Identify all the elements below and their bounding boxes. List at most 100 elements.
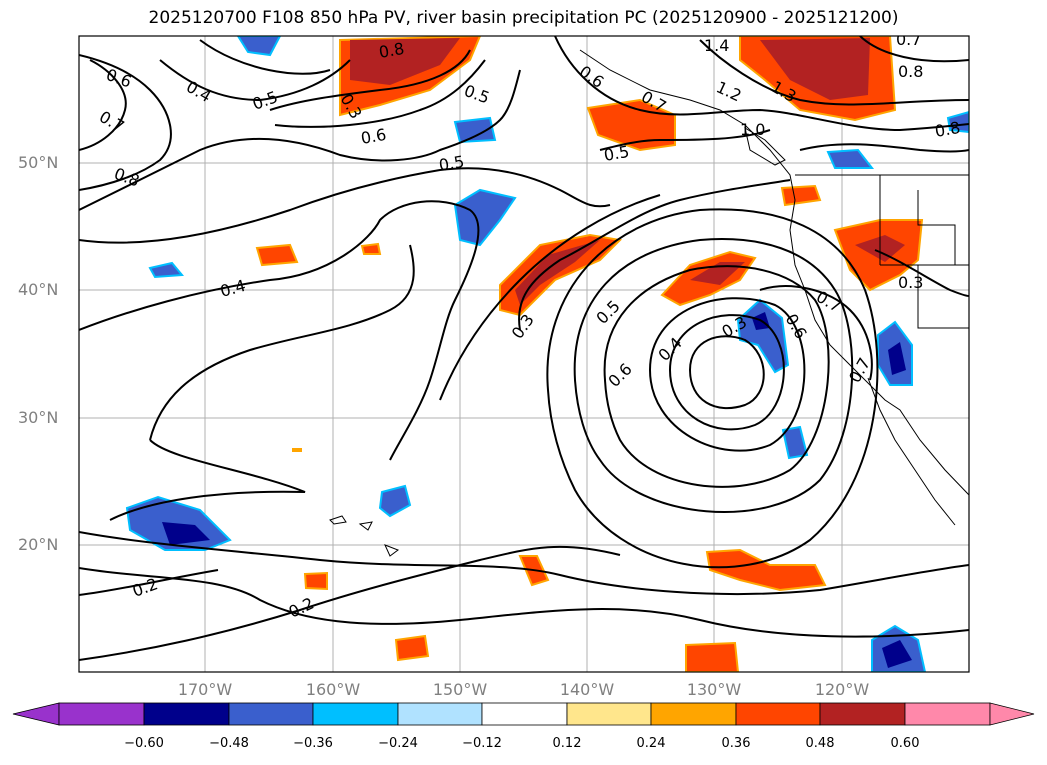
colorbar-tick: −0.12: [462, 736, 502, 751]
pv-contour-trough-1: [603, 265, 830, 488]
precip-blob-gulf-alaska-core: [760, 38, 870, 100]
pv-contour-mid-ridge-2: [149, 244, 415, 441]
pv-contour-east-2: [874, 249, 969, 297]
coastlines: [329, 49, 969, 557]
pv-contour-east-1: [759, 285, 873, 381]
pv-contour-subtrop-4: [79, 569, 219, 596]
pv-contour-jet-2: [439, 194, 661, 401]
colorbar-seg: [481, 702, 568, 726]
pv-contour-ne-2: [599, 129, 771, 151]
contour-label: 0.8: [898, 62, 923, 81]
precip-blob-small-dot: [292, 448, 302, 452]
pv-contour-mid-ridge: [79, 200, 480, 461]
pv-contour-mid-ridge-3: [109, 439, 306, 521]
precip-blob-central-band-core: [515, 240, 600, 305]
pv-contour-north-7: [269, 49, 471, 111]
coastline-baja: [867, 377, 956, 526]
pv-contour-north-1: [79, 69, 521, 211]
lat-label-40n: 40°N: [18, 280, 59, 299]
pv-contour-subtrop-2: [79, 567, 969, 638]
precip-blob-subtropical-1: [705, 548, 827, 592]
precip-blob-oregon: [780, 184, 822, 207]
pv-contour-low-cutoff-2: [668, 314, 785, 431]
colorbar-seg: [904, 702, 991, 726]
coastline-north-america: [579, 49, 969, 496]
lat-label-50n: 50°N: [18, 153, 59, 172]
colorbar-seg: [228, 702, 314, 726]
lon-label-140w: 140°W: [559, 680, 615, 699]
colorbar-seg: [143, 702, 230, 726]
pv-contour-north-4: [159, 59, 351, 102]
pv-contour-subtrop-3: [79, 545, 621, 661]
precip-neg-blob-nw-1: [148, 261, 185, 279]
lat-label-20n: 20°N: [18, 535, 59, 554]
colorbar-extend-high: [989, 702, 1035, 726]
pv-contour-low-cutoff-3: [648, 297, 806, 452]
pv-contour-north-2: [79, 54, 172, 191]
contour-label: 0.7: [896, 30, 921, 49]
colorbar-tick: 0.60: [890, 736, 920, 751]
contour-label: 0.8: [377, 39, 405, 62]
colorbar-tick: −0.36: [293, 736, 333, 751]
precip-neg-blob-baja-south-core: [882, 640, 912, 668]
pv-contour-ne-5: [799, 143, 969, 153]
colorbar-tick: 0.24: [636, 736, 666, 751]
map-background: [79, 36, 969, 672]
map-title: 2025120700 F108 850 hPa PV, river basin …: [148, 8, 899, 28]
lon-label-160w: 160°W: [305, 680, 361, 699]
precip-neg-blob-central: [453, 188, 517, 247]
pv-contour-north-wave: [79, 167, 611, 244]
colorbar-seg: [735, 702, 821, 726]
lon-label-170w: 170°W: [177, 680, 233, 699]
pv-contour-ne-3: [699, 39, 969, 106]
pv-contour-trough-3: [546, 208, 879, 569]
contour-label: 1.4: [704, 36, 729, 55]
precip-neg-blob-nw-2: [236, 36, 282, 57]
precip-neg-blob-north: [453, 116, 497, 144]
precip-blob-subtropical-3: [303, 571, 328, 591]
lon-label-120w: 120°W: [814, 680, 870, 699]
map-layers: 0.6 0.4 0.5 0.7 0.8 0.6 0.5 0.5 0.4 0.3 …: [79, 30, 969, 672]
contour-label: 0.6: [359, 125, 387, 148]
pv-contour-ne-1: [554, 36, 969, 132]
colorbar-tick: −0.60: [124, 736, 164, 751]
state-borders: [795, 174, 969, 329]
precip-blob-east-pacific-core: [690, 262, 745, 285]
pv-contour-trough-2: [573, 238, 854, 513]
contour-label: 1.0: [740, 120, 765, 139]
coastline-vancouver-island: [744, 126, 786, 166]
pv-contour-ne-4: [859, 36, 969, 63]
precip-blob-subtropical-5: [685, 641, 740, 672]
pv-contour-north-5: [199, 39, 331, 75]
pv-contour-north-3: [79, 59, 127, 151]
negative-precip-areas: [125, 36, 969, 672]
lat-label-30n: 30°N: [18, 408, 59, 427]
pv-contour-low-cutoff-1: [688, 335, 765, 410]
precip-blob-mid-2: [360, 242, 382, 255]
pv-contour-subtrop-1: [79, 531, 969, 596]
precip-neg-blob-mexico-sw: [781, 425, 809, 460]
colorbar-tick: 0.36: [721, 736, 751, 751]
colorbar-seg: [819, 702, 906, 726]
coastline-hawaii: [329, 515, 400, 557]
colorbar-seg: [650, 702, 737, 726]
precip-blob-north-pacific-core: [350, 38, 460, 85]
precip-neg-blob-socal-core: [888, 342, 906, 375]
contour-label: 0.8: [933, 118, 961, 141]
precip-neg-blob-hawaii: [378, 484, 412, 518]
contour-label: 0.5: [602, 142, 630, 165]
lon-label-130w: 130°W: [686, 680, 742, 699]
precip-blob-subtropical-4: [394, 634, 430, 662]
colorbar-tick: −0.48: [209, 736, 249, 751]
precip-blob-mid-1: [255, 243, 299, 267]
colorbar-tick: 0.48: [805, 736, 835, 751]
colorbar-tick: 0.12: [552, 736, 582, 751]
colorbar-extend-low: [12, 702, 60, 726]
pv-contours: [79, 36, 969, 661]
contour-label: 0.5: [437, 152, 465, 175]
colorbar-seg: [58, 702, 145, 726]
pv-contour-north-6: [274, 59, 486, 128]
colorbar: [12, 702, 1035, 726]
lon-label-150w: 150°W: [432, 680, 488, 699]
